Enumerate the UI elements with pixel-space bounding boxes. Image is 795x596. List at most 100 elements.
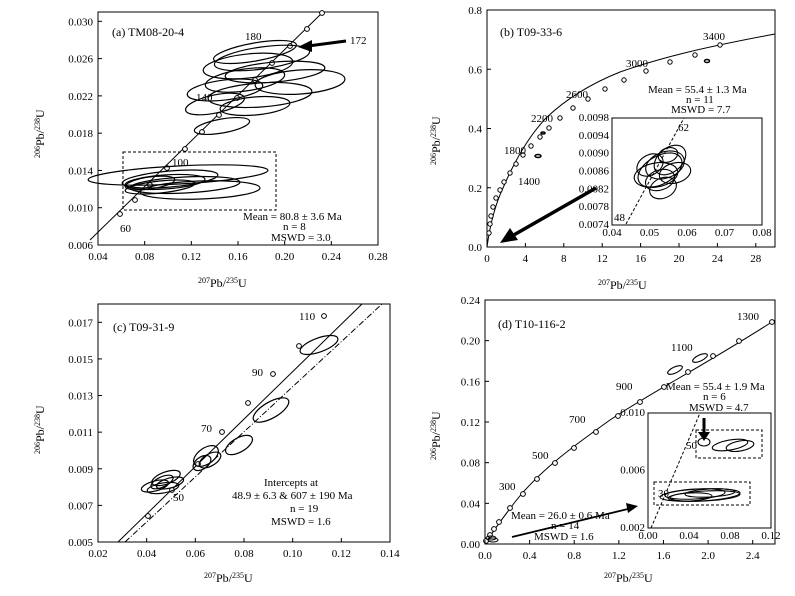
- panel-c-concordia: [117, 303, 363, 543]
- y-tick-label: 0.2: [468, 183, 482, 195]
- x-tick-label: 0.14: [380, 548, 400, 560]
- x-tick-label: 0.06: [186, 548, 206, 560]
- x-tick-label: 2.4: [746, 550, 760, 562]
- panel-d-inset-x-ticks: 0.00 0.04 0.08 0.12: [638, 530, 780, 542]
- x-tick-label: 0.08: [234, 548, 254, 560]
- x-tick-label: 0.12: [332, 548, 351, 560]
- panel-b-inset-y-ticks: 0.00740.00780.00820.00860.00900.00940.00…: [579, 112, 610, 231]
- panel-b-stat-n: n = 11: [686, 94, 714, 106]
- x-tick-label: 0.00: [638, 530, 658, 542]
- x-tick-label: 8: [561, 253, 567, 265]
- x-tick-label: 0.20: [275, 251, 295, 263]
- panel-d-lower-stat-mean: Mean = 26.0 ± 0.6 Ma: [511, 510, 610, 522]
- x-tick-label: 0.8: [567, 550, 581, 562]
- x-tick-label: 20: [674, 253, 686, 265]
- x-tick-label: 12: [597, 253, 608, 265]
- panel-a-x-ticks: 0.04 0.08 0.12 0.16 0.20 0.24 0.28: [88, 241, 388, 263]
- y-tick-label: 0.24: [461, 295, 481, 307]
- panel-b-zoom-arrow: [500, 186, 597, 243]
- panel-c-stat-intercepts: 48.9 ± 6.3 & 607 ± 190 Ma: [232, 490, 353, 502]
- panel-d-inset-ellipses: [659, 437, 755, 502]
- panel-b-stat-mswd: MSWD = 7.7: [671, 104, 731, 116]
- y-tick-label: 0.026: [68, 54, 93, 66]
- y-tick-label: 0.013: [68, 391, 93, 403]
- panel-b-inset-x-ticks: 0.04 0.05 0.06 0.07 0.08: [602, 227, 772, 239]
- x-tick-label: 0.08: [135, 251, 155, 263]
- x-tick-label: 0.05: [640, 227, 660, 239]
- y-tick-label: 0.20: [461, 336, 481, 348]
- y-tick-label: 0.0094: [579, 130, 610, 142]
- panel-c-x-axis-title: 207Pb/235U: [204, 571, 253, 586]
- panel-d-age-label-300: 300: [499, 481, 516, 493]
- y-tick-label: 0.006: [620, 465, 645, 477]
- panel-b-x-axis-title: 207Pb/235U: [598, 278, 647, 293]
- panel-a-x-axis-title: 207Pb/235U: [198, 276, 247, 291]
- x-tick-label: 0.28: [368, 251, 388, 263]
- panel-a-error-ellipses-lower: [87, 164, 269, 200]
- panel-d-y-axis-title: 206Pb/238U: [429, 411, 444, 460]
- panel-b-age-label-3000: 3000: [626, 58, 649, 70]
- y-tick-label: 0.010: [68, 203, 93, 215]
- panel-d-age-label-1300: 1300: [737, 311, 760, 323]
- y-tick-label: 0.04: [461, 498, 481, 510]
- x-tick-label: 0.04: [602, 227, 622, 239]
- panel-a-age-label-180: 180: [245, 31, 262, 43]
- panel-a-stat-mswd: MSWD = 3.0: [271, 232, 331, 244]
- y-tick-label: 0.08: [461, 458, 481, 470]
- panel-a-stat-n: n = 8: [283, 221, 306, 233]
- y-tick-label: 0.030: [68, 16, 93, 28]
- panel-c-y-ticks: 0.005 0.007 0.009 0.011 0.013 0.015 0.017: [68, 317, 102, 549]
- panel-b-x-ticks: 0 4 8 12 16 20 24 28: [484, 243, 762, 265]
- x-tick-label: 0.12: [761, 530, 780, 542]
- panel-b-age-label-1400: 1400: [518, 176, 541, 188]
- x-tick-label: 2.0: [701, 550, 715, 562]
- x-tick-label: 0.04: [679, 530, 699, 542]
- y-tick-label: 0.00: [461, 539, 481, 551]
- panel-b-inset-age-label-62: 62: [678, 122, 689, 134]
- x-tick-label: 0.06: [677, 227, 697, 239]
- panel-d-inset-box-lower: [653, 481, 751, 506]
- panel-b-age-label-2600: 2600: [566, 89, 589, 101]
- y-tick-label: 0.010: [620, 407, 645, 419]
- x-tick-label: 1.2: [612, 550, 626, 562]
- panel-a-arrow: [298, 39, 347, 52]
- x-tick-label: 4: [523, 253, 529, 265]
- panel-a-title: (a) TM08-20-4: [112, 25, 184, 39]
- x-tick-label: 0.0: [478, 550, 492, 562]
- panel-c-age-label-50: 50: [173, 492, 185, 504]
- panel-d-lower-stat-mswd: MSWD = 1.6: [534, 531, 594, 543]
- panel-a-concordia: [89, 11, 324, 241]
- panel-b-age-label-2200: 2200: [531, 113, 554, 125]
- x-tick-label: 28: [750, 253, 762, 265]
- panel-d-inset-box-upper: [695, 429, 763, 459]
- panel-d-data-points: [667, 353, 708, 375]
- panel-d-lower-stat-n: n = 14: [551, 520, 580, 532]
- x-tick-label: 0.10: [283, 548, 303, 560]
- panel-d-origin-cluster: [485, 535, 499, 543]
- x-tick-label: 24: [712, 253, 724, 265]
- x-tick-label: 0.24: [322, 251, 342, 263]
- panel-d-upper-stat-mean: Mean = 55.4 ± 1.9 Ma: [666, 381, 765, 393]
- y-tick-label: 0.018: [68, 128, 93, 140]
- panel-d-age-label-700: 700: [569, 414, 586, 426]
- y-tick-label: 0.014: [68, 165, 93, 177]
- panel-b-y-axis-title: 206Pb/238U: [429, 116, 444, 165]
- panel-b-y-ticks: 0.0 0.2 0.4 0.6 0.8: [468, 5, 491, 254]
- panel-c-frame: [97, 303, 391, 543]
- panel-a-age-label-60: 60: [120, 223, 132, 235]
- y-tick-label: 0.011: [69, 427, 93, 439]
- panel-b-inset-age-label-48: 48: [614, 212, 626, 224]
- y-tick-label: 0.017: [68, 317, 93, 329]
- panel-d-concordia: [484, 319, 776, 545]
- x-tick-label: 0.16: [228, 251, 248, 263]
- panel-a-stat-mean: Mean = 80.8 ± 3.6 Ma: [243, 211, 342, 223]
- panel-d-inset-age-label-50: 50: [686, 440, 698, 452]
- panel-d-title: (d) T10-116-2: [498, 317, 566, 331]
- panel-d-upper-stat-mswd: MSWD = 4.7: [689, 402, 749, 414]
- x-tick-label: 0.08: [720, 530, 740, 542]
- panel-c-stat-n: n = 19: [290, 503, 319, 515]
- panel-b-age-label-3400: 3400: [703, 31, 726, 43]
- panel-c-stat-mswd: MSWD = 1.6: [271, 516, 331, 528]
- panel-d-upper-stat-n: n = 6: [703, 391, 726, 403]
